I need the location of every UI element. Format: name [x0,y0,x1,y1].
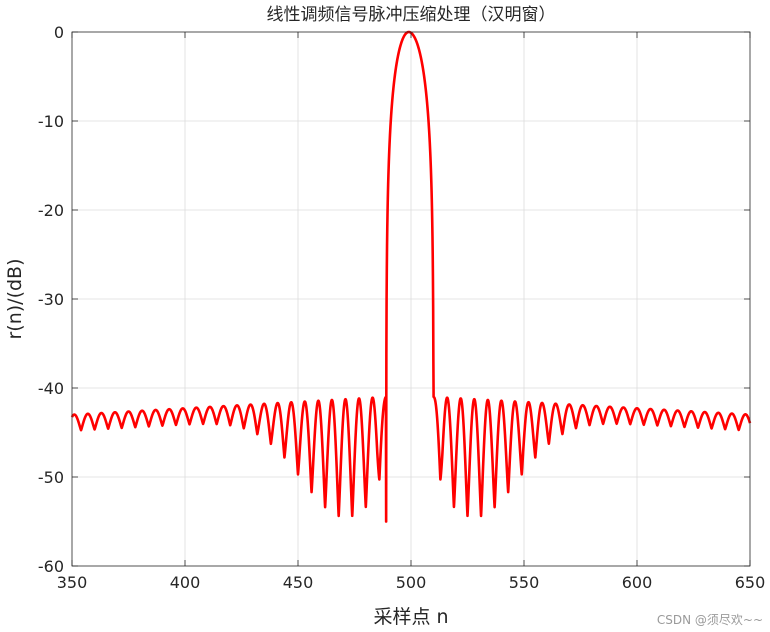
y-tick-label: 0 [54,23,64,42]
x-tick-label: 350 [57,573,88,592]
y-tick-label: -30 [38,290,64,309]
watermark: CSDN @须尽欢~~ [657,612,763,627]
y-axis-title: r(n)/(dB) [4,258,26,339]
x-tick-label: 600 [622,573,653,592]
y-tick-label: -40 [38,379,64,398]
axis-ticks: 350 400 450 500 550 600 650 -60 -50 -40 -30 -20 -10 0 [38,23,765,592]
x-tick-label: 500 [396,573,427,592]
chart-title: 线性调频信号脉冲压缩处理（汉明窗） [267,5,556,25]
grid [72,32,750,566]
y-tick-label: -10 [38,112,64,131]
x-tick-label: 400 [170,573,201,592]
x-axis-title: 采样点 n [373,606,448,628]
x-tick-label: 550 [509,573,540,592]
y-tick-label: -20 [38,201,64,220]
y-tick-label: -50 [38,468,64,487]
y-tick-label: -60 [38,557,64,576]
x-tick-label: 650 [735,573,766,592]
x-tick-label: 450 [283,573,314,592]
